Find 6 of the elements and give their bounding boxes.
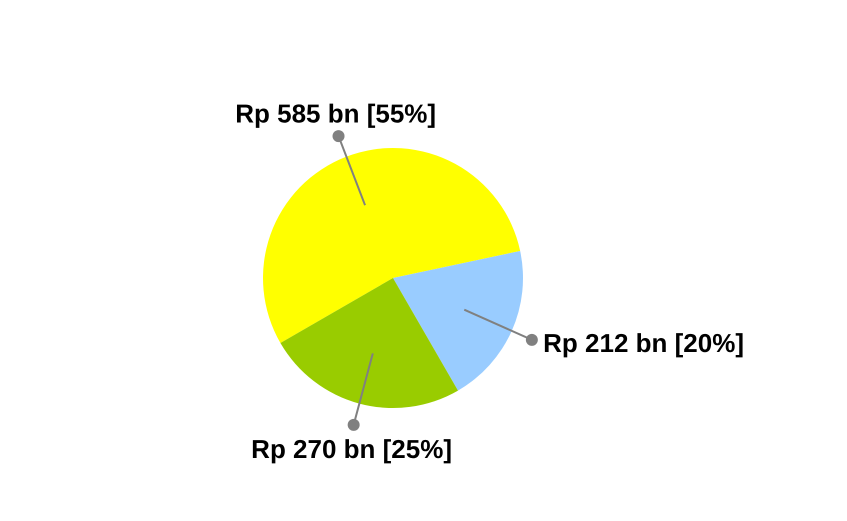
data-label: Rp 212 bn [20%] [543, 328, 744, 358]
data-label: Rp 585 bn [55%] [235, 98, 436, 129]
data-label: Rp 270 bn [25%] [251, 434, 452, 464]
pie-slice [393, 250, 523, 391]
pie-slice [280, 278, 458, 408]
pie-slice [263, 148, 520, 343]
